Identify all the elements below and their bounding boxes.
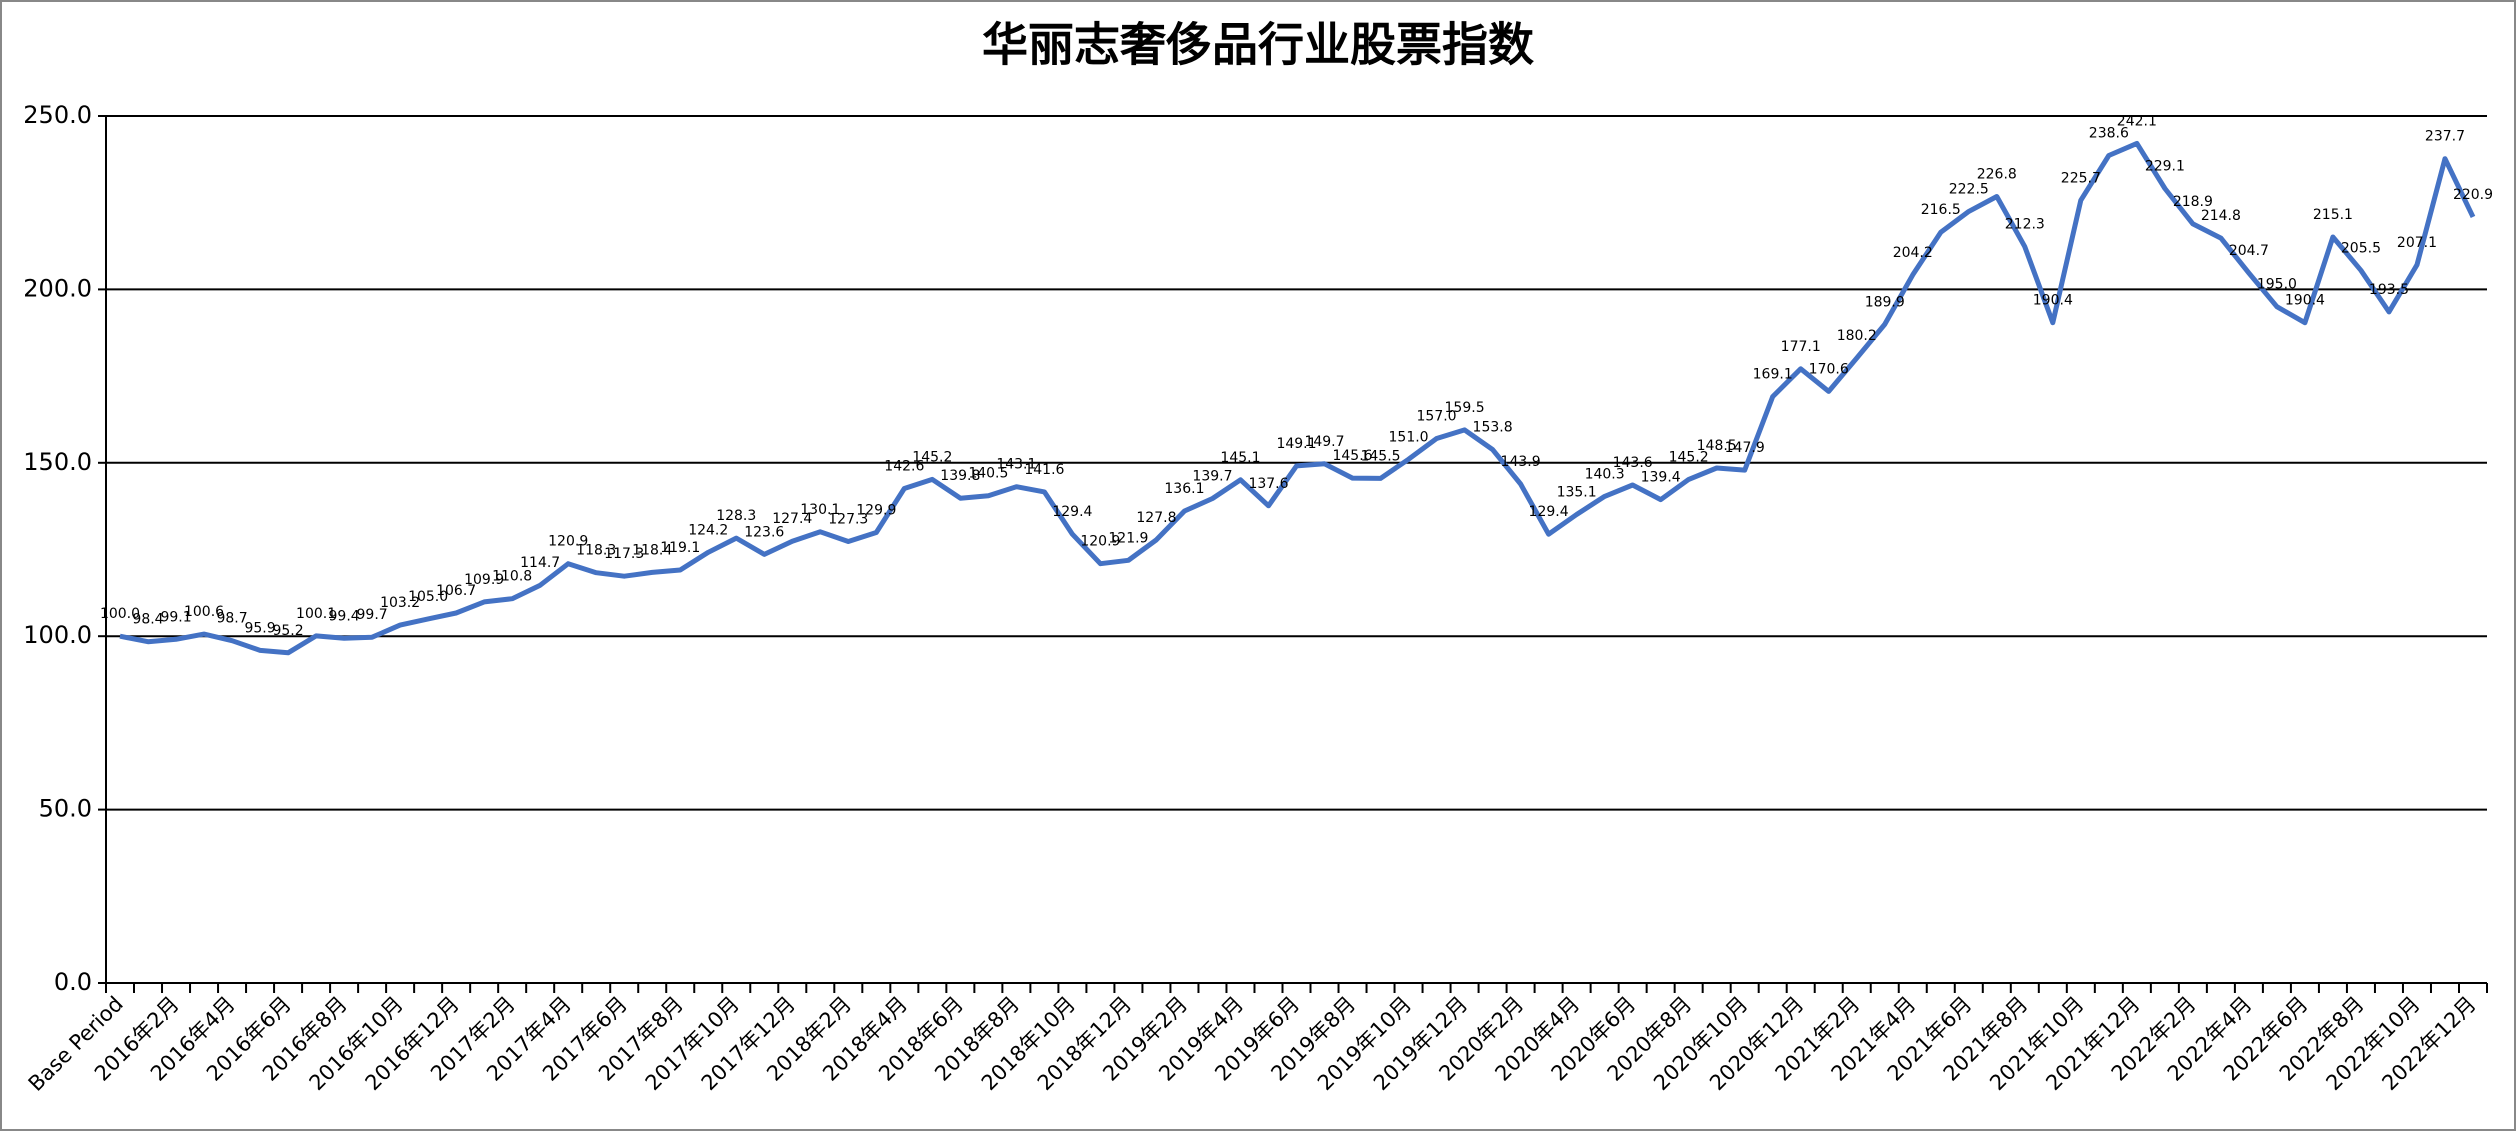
data-label: 100.1: [296, 606, 336, 622]
data-label: 129.9: [856, 503, 896, 519]
data-label: 98.7: [216, 611, 247, 627]
data-label: 105.0: [408, 589, 448, 605]
data-label: 214.8: [2201, 208, 2241, 224]
data-label: 99.7: [357, 607, 388, 623]
data-label: 100.6: [184, 604, 224, 620]
y-tick-label: 100.0: [23, 621, 92, 649]
data-label: 110.8: [492, 569, 532, 585]
data-label: 180.2: [1837, 328, 1877, 344]
data-label: 242.1: [2117, 113, 2157, 129]
y-tick-label: 200.0: [23, 274, 92, 302]
data-label: 140.3: [1585, 466, 1625, 482]
data-label: 120.9: [1080, 534, 1120, 550]
data-label: 212.3: [2005, 217, 2045, 233]
data-label: 189.9: [1865, 294, 1905, 310]
data-label: 103.2: [380, 595, 420, 611]
data-label: 98.4: [132, 612, 163, 628]
data-label: 117.3: [604, 546, 644, 562]
data-label: 99.1: [160, 609, 191, 625]
data-label: 220.9: [2453, 187, 2493, 203]
data-label: 148.5: [1697, 438, 1737, 454]
data-label: 195.0: [2257, 277, 2297, 293]
data-label: 229.1: [2145, 158, 2185, 174]
chart-title: 华丽志奢侈品行业股票指数: [982, 18, 1534, 72]
data-label: 95.2: [272, 623, 303, 639]
data-label: 238.6: [2089, 126, 2129, 142]
data-label: 145.6: [1332, 448, 1372, 464]
data-label: 226.8: [1977, 166, 2017, 182]
data-label: 190.4: [2285, 293, 2325, 309]
data-label: 147.9: [1725, 440, 1765, 456]
data-label: 145.2: [1669, 449, 1709, 465]
data-label: 118.3: [576, 543, 616, 559]
data-label: 119.1: [660, 540, 700, 556]
data-label: 177.1: [1781, 339, 1821, 355]
data-label: 141.6: [1024, 462, 1064, 478]
data-label: 124.2: [688, 522, 728, 538]
data-label: 225.7: [2061, 170, 2101, 186]
data-label: 129.4: [1052, 504, 1092, 520]
data-label: 109.9: [464, 572, 504, 588]
data-label: 128.3: [716, 508, 756, 524]
data-label: 205.5: [2341, 240, 2381, 256]
data-label: 127.8: [1136, 510, 1176, 526]
data-label: 159.5: [1445, 400, 1485, 416]
data-label: 139.8: [940, 468, 980, 484]
data-label: 139.7: [1192, 469, 1232, 485]
y-tick-label: 50.0: [39, 795, 92, 823]
data-label: 95.9: [244, 620, 275, 636]
data-label: 118.4: [632, 542, 672, 558]
data-label: 151.0: [1389, 429, 1429, 445]
data-label: 153.8: [1473, 420, 1513, 436]
data-label: 143.1: [996, 457, 1036, 473]
data-label: 149.7: [1304, 434, 1344, 450]
data-label: 127.4: [772, 511, 812, 527]
data-label: 121.9: [1108, 530, 1148, 546]
y-tick-label: 250.0: [23, 101, 92, 129]
data-label: 142.6: [884, 458, 924, 474]
data-label: 99.4: [329, 608, 360, 624]
data-label: 140.5: [968, 466, 1008, 482]
data-label: 143.6: [1613, 455, 1653, 471]
data-label: 127.3: [828, 512, 868, 528]
data-label: 135.1: [1557, 484, 1597, 500]
data-label: 169.1: [1753, 367, 1793, 383]
data-label: 114.7: [520, 555, 560, 571]
series-line: [119, 140, 2476, 656]
data-label: 215.1: [2313, 207, 2353, 223]
data-label: 100.0: [100, 606, 140, 622]
data-label: 204.2: [1893, 245, 1933, 261]
data-label: 218.9: [2173, 194, 2213, 210]
data-label: 216.5: [1921, 202, 1961, 218]
data-label: 145.2: [912, 449, 952, 465]
data-label: 139.4: [1641, 470, 1681, 486]
data-label: 130.1: [800, 502, 840, 518]
data-label: 137.6: [1248, 476, 1288, 492]
data-label: 123.6: [744, 524, 784, 540]
y-tick-label: 0.0: [54, 968, 92, 996]
data-label: 193.5: [2369, 282, 2409, 298]
data-label: 143.9: [1501, 454, 1541, 470]
data-label: 145.5: [1360, 448, 1400, 464]
data-label: 204.7: [2229, 243, 2269, 259]
data-label: 106.7: [436, 583, 476, 599]
data-label: 145.1: [1220, 450, 1260, 466]
data-label: 190.4: [2033, 293, 2073, 309]
data-label: 136.1: [1164, 481, 1204, 497]
y-tick-label: 150.0: [23, 448, 92, 476]
data-label: 170.6: [1809, 361, 1849, 377]
data-label: 157.0: [1417, 409, 1457, 425]
data-label: 149.1: [1276, 436, 1316, 452]
data-label: 207.1: [2397, 235, 2437, 251]
data-label: 120.9: [548, 534, 588, 550]
data-label: 237.7: [2425, 129, 2465, 145]
data-label: 129.4: [1529, 504, 1569, 520]
data-label: 222.5: [1949, 181, 1989, 197]
